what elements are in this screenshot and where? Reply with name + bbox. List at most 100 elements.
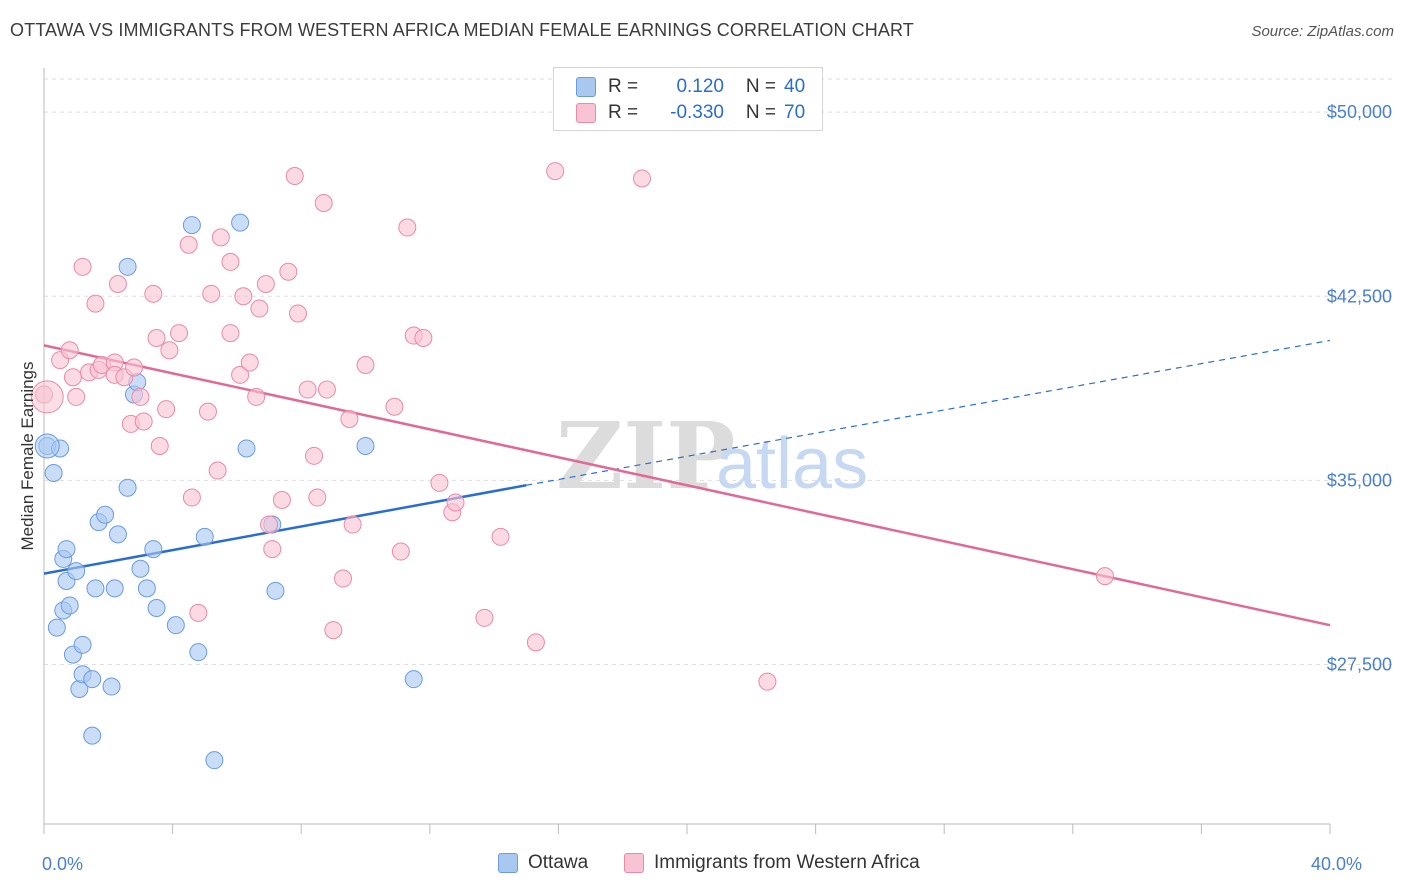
legend-n-label: N = — [745, 76, 776, 97]
y-tick-label: $27,500 — [1327, 654, 1392, 674]
legend-r-value: 0.120 — [676, 76, 724, 97]
point-western-africa — [147, 329, 166, 347]
point-ottawa — [189, 643, 208, 662]
point-western-africa — [157, 400, 176, 419]
point-ottawa — [57, 540, 76, 559]
point-western-africa — [305, 446, 324, 465]
point-ottawa — [266, 581, 285, 600]
trend-line-ottawa-extrapolated — [526, 339, 1331, 486]
series-legend-western-africa[interactable]: Immigrants from Western Africa — [624, 852, 920, 874]
point-western-africa — [134, 412, 153, 431]
point-western-africa — [144, 284, 163, 303]
y-tick-label: $35,000 — [1327, 470, 1392, 490]
x-tick-label: 0.0% — [42, 854, 83, 874]
legend-n-value: 40 — [784, 76, 806, 97]
tick-labels: $27,500 $35,000 $42,500 $50,000 0.0% 40.0% — [42, 102, 1392, 874]
point-western-africa — [317, 380, 336, 399]
point-western-africa — [414, 329, 433, 347]
point-western-africa — [398, 218, 417, 237]
point-ottawa — [231, 213, 250, 232]
legend-row-ottawa: R = 0.120 N = 40 — [576, 75, 805, 99]
point-western-africa — [272, 491, 291, 509]
series-swatch-western-africa — [624, 853, 644, 873]
point-western-africa — [189, 603, 208, 622]
point-ottawa — [96, 505, 115, 524]
point-western-africa — [260, 515, 279, 534]
point-ottawa — [44, 464, 63, 482]
point-western-africa — [298, 380, 317, 399]
point-western-africa — [340, 410, 359, 428]
point-western-africa — [211, 228, 230, 247]
data-points — [30, 162, 1114, 770]
point-western-africa — [285, 167, 304, 185]
point-ottawa — [60, 596, 79, 615]
point-ottawa — [86, 579, 105, 598]
point-western-africa — [179, 235, 198, 254]
point-ottawa — [166, 616, 185, 635]
point-western-africa — [73, 257, 92, 276]
legend-swatch-western-africa — [576, 103, 596, 123]
point-western-africa — [125, 358, 144, 377]
point-western-africa — [67, 387, 86, 406]
point-ottawa — [131, 559, 150, 578]
point-western-africa — [475, 608, 494, 627]
point-western-africa — [491, 527, 510, 546]
point-western-africa — [131, 387, 150, 406]
point-ottawa — [34, 433, 60, 459]
point-western-africa — [208, 461, 227, 480]
x-tick-label: 40.0% — [1311, 854, 1362, 874]
point-western-africa — [221, 252, 240, 271]
series-legend: Ottawa Immigrants from Western Africa — [0, 852, 1406, 878]
legend-r-label: R = — [608, 102, 639, 123]
chart-title: OTTAWA VS IMMIGRANTS FROM WESTERN AFRICA… — [10, 20, 914, 40]
series-legend-ottawa[interactable]: Ottawa — [498, 852, 588, 874]
point-western-africa — [221, 324, 240, 343]
point-western-africa — [343, 515, 362, 534]
y-tick-label: $42,500 — [1327, 286, 1392, 306]
point-western-africa — [279, 262, 298, 281]
point-western-africa — [324, 621, 343, 640]
y-tick-label: $50,000 — [1327, 102, 1392, 122]
point-ottawa — [102, 677, 121, 696]
point-western-africa — [446, 493, 465, 512]
point-ottawa — [356, 437, 375, 455]
point-western-africa — [263, 540, 282, 559]
point-western-africa — [391, 542, 410, 561]
point-ottawa — [147, 599, 166, 617]
point-western-africa — [308, 488, 327, 507]
point-western-africa — [231, 365, 250, 384]
point-western-africa — [526, 633, 545, 652]
point-ottawa — [67, 562, 86, 581]
point-western-africa — [160, 341, 179, 360]
series-label-ottawa: Ottawa — [528, 852, 589, 873]
legend-swatch-ottawa — [576, 77, 596, 97]
legend-n-label: N = — [745, 102, 776, 123]
point-ottawa — [205, 751, 224, 770]
point-western-africa — [356, 356, 375, 374]
point-western-africa — [182, 488, 201, 507]
point-ottawa — [83, 670, 102, 689]
point-western-africa — [1095, 567, 1114, 586]
source-credit: Source: ZipAtlas.com — [1251, 23, 1394, 40]
point-ottawa — [404, 670, 423, 689]
point-western-africa — [385, 397, 404, 416]
legend-r-value: -0.330 — [670, 102, 724, 123]
point-western-africa — [430, 473, 449, 492]
point-ottawa — [237, 439, 256, 458]
point-western-africa — [240, 353, 259, 372]
point-western-africa — [60, 341, 79, 360]
point-western-africa — [170, 324, 189, 343]
point-western-africa — [234, 287, 253, 306]
watermark-zip: ZIP — [556, 402, 735, 510]
watermark-atlas: atlas — [716, 424, 868, 504]
series-label-western-africa: Immigrants from Western Africa — [654, 852, 920, 873]
trend-line-western-africa — [43, 344, 1331, 627]
point-western-africa — [198, 402, 217, 421]
point-ottawa — [47, 618, 66, 637]
point-ottawa — [73, 635, 92, 654]
y-axis-label: Median Female Earnings — [18, 362, 37, 551]
series-swatch-ottawa — [498, 853, 518, 873]
legend-r-label: R = — [608, 76, 639, 97]
point-western-africa — [632, 169, 651, 188]
